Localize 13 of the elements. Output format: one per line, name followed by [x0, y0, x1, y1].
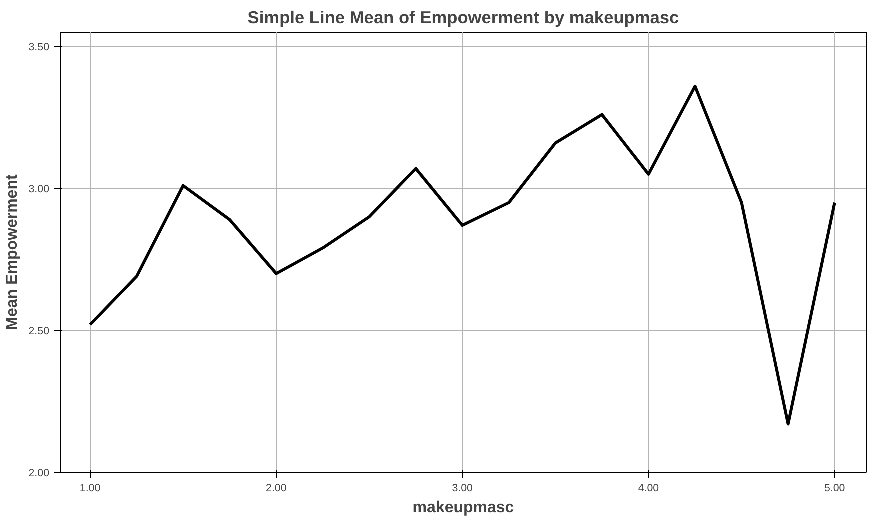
chart-title: Simple Line Mean of Empowerment by makeupmasc	[248, 8, 680, 28]
x-tick-label: 4.00	[638, 482, 660, 494]
x-tick-label: 1.00	[80, 482, 101, 494]
y-tick-label: 2.00	[28, 468, 50, 480]
x-tick-label: 3.00	[452, 482, 474, 494]
y-axis-title: Mean Empowerment	[4, 174, 21, 330]
x-tick-label: 2.00	[266, 482, 287, 494]
y-tick-label: 2.50	[28, 326, 50, 338]
y-tick-label: 3.50	[28, 42, 50, 54]
x-tick-label: 5.00	[824, 482, 846, 494]
line-series	[88, 84, 836, 426]
x-axis-title: makeupmasc	[412, 500, 514, 516]
y-tick-label: 3.00	[28, 184, 50, 196]
